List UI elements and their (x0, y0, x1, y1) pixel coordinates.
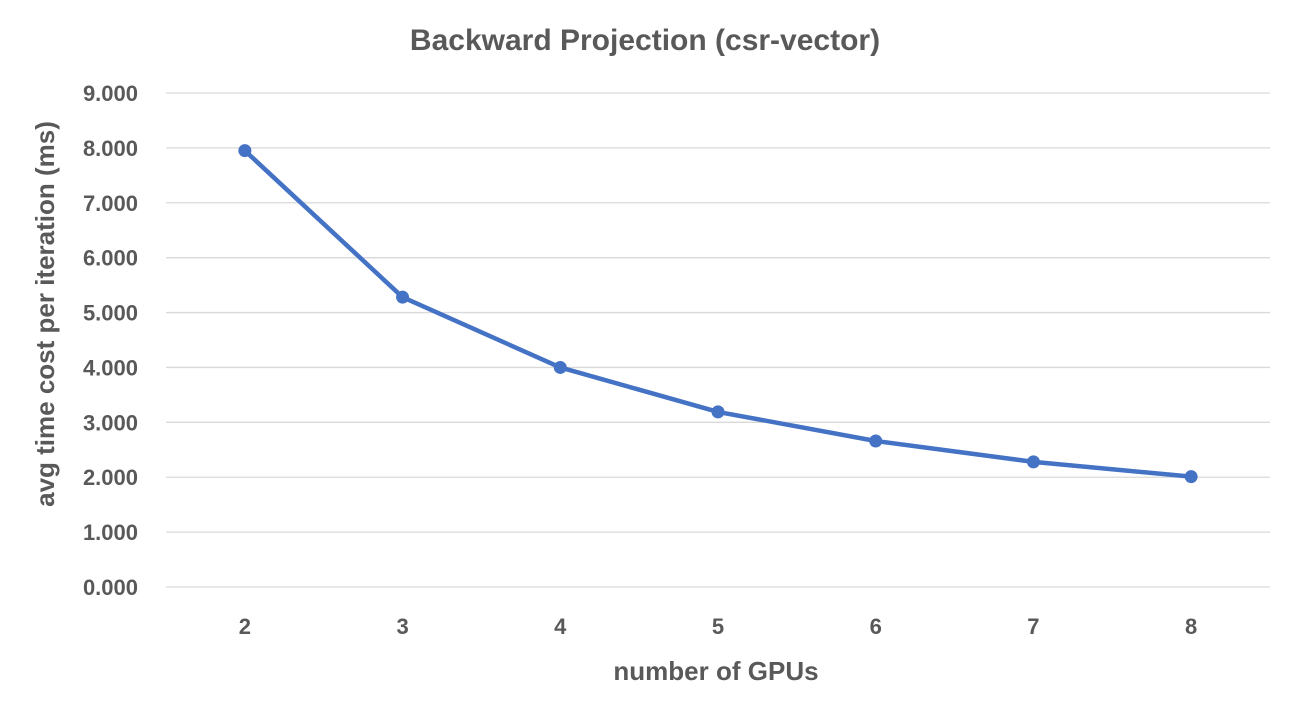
y-tick-label: 0.000 (83, 575, 138, 600)
data-point (711, 405, 725, 419)
chart-title: Backward Projection (csr-vector) (410, 24, 880, 57)
y-tick-label: 4.000 (83, 355, 138, 380)
data-point (1184, 470, 1198, 484)
x-tick-label: 8 (1185, 614, 1197, 639)
x-axis-title: number of GPUs (613, 656, 818, 686)
series-layer (238, 144, 1198, 484)
x-axis-tick-labels: 2 3 4 5 6 7 8 (239, 614, 1198, 639)
y-tick-label: 7.000 (83, 191, 138, 216)
data-point (553, 360, 567, 374)
y-tick-label: 8.000 (83, 136, 138, 161)
x-tick-label: 3 (396, 614, 408, 639)
data-point (1026, 455, 1040, 469)
data-point (396, 290, 410, 304)
x-tick-label: 5 (712, 614, 724, 639)
x-tick-label: 7 (1027, 614, 1039, 639)
series-line-0 (242, 148, 1194, 479)
x-tick-label: 4 (554, 614, 567, 639)
gridlines (166, 92, 1270, 588)
y-tick-label: 6.000 (83, 246, 138, 271)
y-tick-label: 9.000 (83, 81, 138, 106)
y-tick-label: 1.000 (83, 520, 138, 545)
y-axis-tick-labels: 0.000 1.000 2.000 3.000 4.000 5.000 6.000 7.000… (83, 81, 138, 600)
y-axis-title: avg time cost per iteration (ms) (30, 121, 60, 507)
x-tick-label: 2 (239, 614, 251, 639)
data-point (869, 434, 883, 448)
data-point (238, 144, 252, 158)
y-tick-label: 5.000 (83, 301, 138, 326)
y-tick-label: 2.000 (83, 465, 138, 490)
y-tick-label: 3.000 (83, 410, 138, 435)
x-tick-label: 6 (870, 614, 882, 639)
